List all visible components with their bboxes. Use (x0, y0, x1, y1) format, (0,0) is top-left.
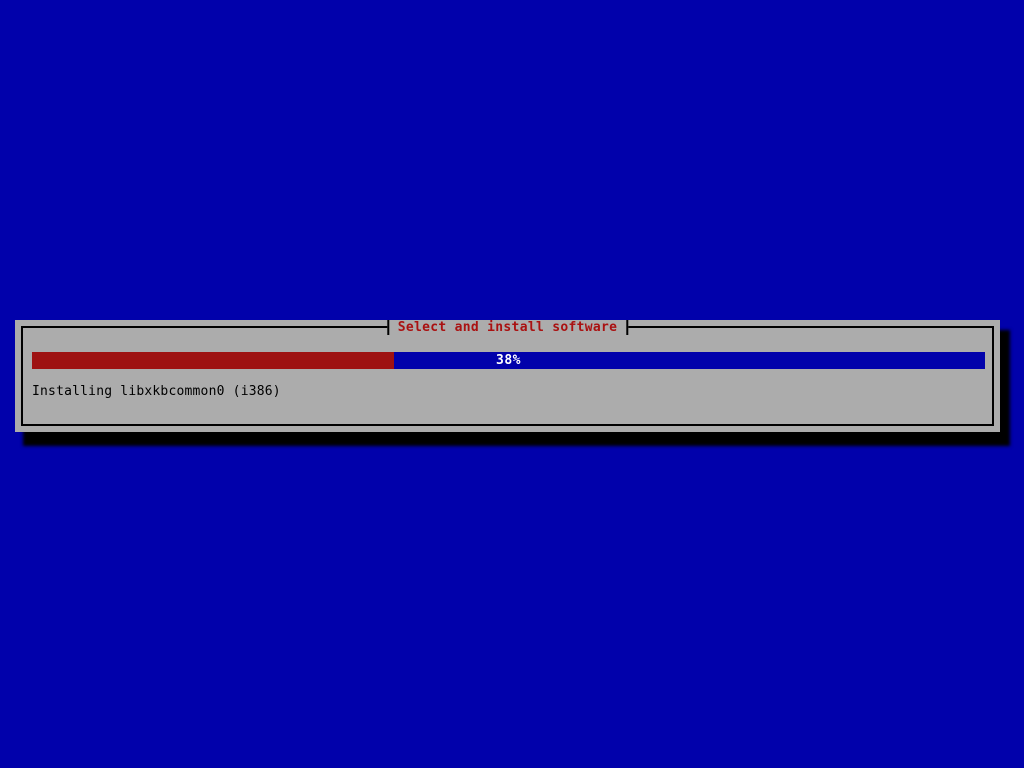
progress-percent-label: 38% (496, 353, 521, 368)
progress-fill (32, 352, 395, 369)
install-progress-dialog: Select and install software 38% Installi… (15, 320, 1000, 432)
status-text: Installing libxkbcommon0 (i386) (32, 384, 281, 399)
dialog-border (21, 326, 994, 426)
progress-bar: 38% (32, 352, 985, 369)
dialog-title: Select and install software (386, 320, 629, 335)
